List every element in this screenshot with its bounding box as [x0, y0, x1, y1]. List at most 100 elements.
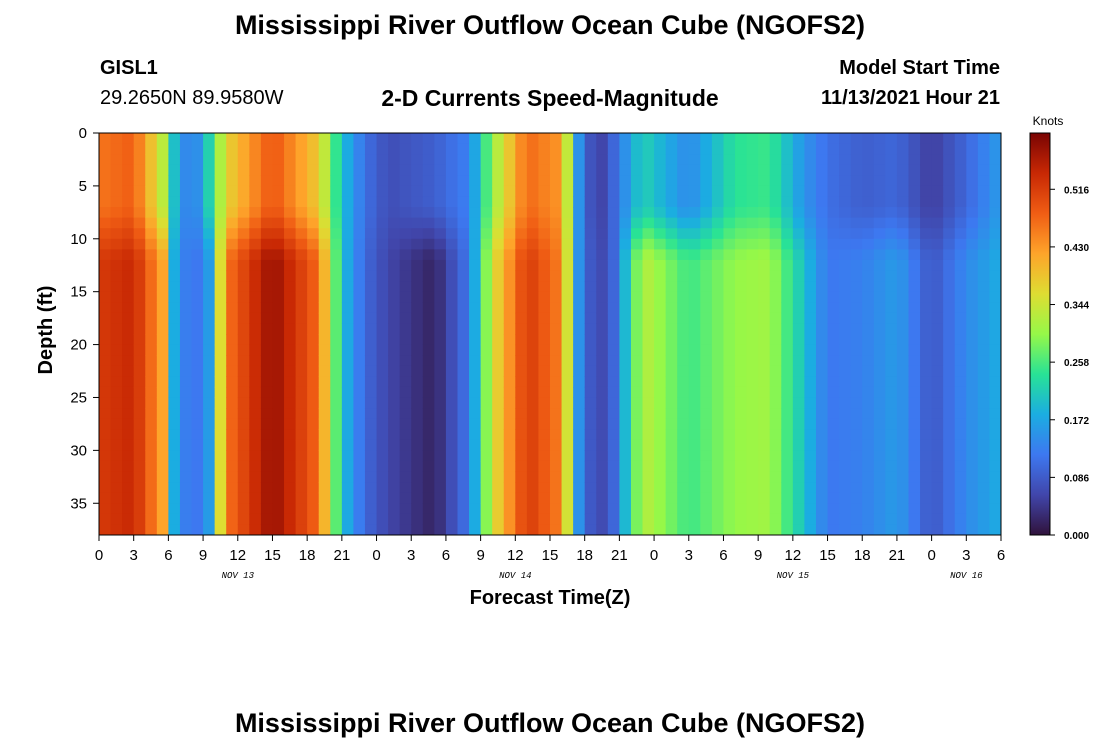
heatmap-cell	[769, 207, 782, 219]
heatmap-cell	[133, 302, 146, 314]
heatmap-cell	[133, 513, 146, 526]
heatmap-cell	[168, 513, 181, 526]
heatmap-cell	[515, 408, 528, 420]
heatmap-cell	[307, 154, 320, 166]
heatmap-cell	[677, 418, 690, 430]
heatmap-cell	[376, 418, 389, 430]
heatmap-cell	[434, 429, 447, 441]
heatmap-cell	[688, 429, 701, 441]
heatmap-cell	[746, 196, 759, 208]
heatmap-cell	[746, 450, 759, 462]
heatmap-cell	[735, 302, 748, 314]
heatmap-cell	[896, 259, 910, 272]
heatmap-cell	[364, 418, 378, 430]
heatmap-cell	[966, 228, 979, 240]
heatmap-cell	[758, 281, 771, 293]
heatmap-cell	[214, 482, 227, 494]
heatmap-cell	[804, 503, 817, 515]
heatmap-cell	[827, 344, 840, 356]
heatmap-cell	[573, 291, 586, 303]
heatmap-cell	[145, 207, 158, 219]
heatmap-cell	[168, 302, 181, 314]
heatmap-cell	[688, 281, 701, 293]
heatmap-cell	[503, 450, 516, 462]
x-tick-label: 21	[611, 547, 628, 564]
heatmap-cell	[550, 281, 563, 293]
heatmap-cell	[700, 259, 713, 272]
heatmap-cell	[862, 524, 875, 535]
heatmap-cell	[353, 386, 366, 399]
heatmap-cell	[665, 175, 678, 187]
heatmap-cell	[318, 217, 331, 229]
heatmap-cell	[492, 503, 505, 515]
heatmap-cell	[318, 386, 331, 399]
heatmap-cell	[723, 217, 736, 229]
heatmap-cell	[492, 460, 505, 473]
x-tick-label: 12	[785, 547, 802, 564]
heatmap-cell	[642, 439, 655, 451]
heatmap-cell	[249, 439, 262, 451]
heatmap-cell	[584, 397, 597, 409]
heatmap-cell	[260, 408, 274, 420]
heatmap-cell	[422, 281, 435, 293]
heatmap-cell	[422, 249, 435, 261]
heatmap-cell	[457, 344, 470, 356]
heatmap-cell	[931, 238, 944, 250]
heatmap-cell	[191, 259, 204, 272]
heatmap-cell	[353, 376, 366, 388]
heatmap-cell	[735, 344, 748, 356]
heatmap-cell	[526, 460, 540, 473]
heatmap-cell	[110, 207, 123, 219]
heatmap-cell	[388, 270, 401, 282]
heatmap-cell	[630, 302, 644, 314]
heatmap-cell	[388, 450, 401, 462]
heatmap-cell	[758, 238, 771, 250]
heatmap-cell	[769, 291, 782, 303]
heatmap-cell	[260, 228, 274, 240]
heatmap-cell	[619, 249, 632, 261]
heatmap-cell	[318, 492, 331, 504]
heatmap-cell	[943, 270, 956, 282]
heatmap-cell	[584, 302, 597, 314]
heatmap-cell	[896, 185, 910, 198]
heatmap-cell	[781, 207, 794, 219]
heatmap-cell	[977, 228, 991, 240]
heatmap-cell	[295, 439, 308, 451]
heatmap-cell	[295, 376, 308, 388]
heatmap-cell	[341, 270, 355, 282]
heatmap-cell	[503, 471, 516, 483]
heatmap-cell	[457, 259, 470, 272]
heatmap-cell	[168, 439, 181, 451]
heatmap-cell	[792, 408, 806, 420]
heatmap-cell	[376, 471, 389, 483]
heatmap-cell	[920, 291, 933, 303]
heatmap-cell	[792, 312, 806, 325]
heatmap-cell	[943, 482, 956, 494]
heatmap-cell	[168, 386, 181, 399]
heatmap-cell	[492, 408, 505, 420]
heatmap-cell	[249, 323, 262, 335]
heatmap-cell	[873, 217, 886, 229]
heatmap-cell	[411, 270, 424, 282]
heatmap-cell	[839, 302, 852, 314]
heatmap-cell	[434, 439, 447, 451]
heatmap-cell	[330, 143, 343, 155]
heatmap-cell	[873, 386, 886, 399]
heatmap-cell	[399, 238, 412, 250]
heatmap-cell	[411, 376, 424, 388]
heatmap-cell	[815, 376, 829, 388]
heatmap-cell	[619, 175, 632, 187]
heatmap-cell	[272, 376, 285, 388]
heatmap-cell	[179, 460, 193, 473]
heatmap-cell	[769, 513, 782, 526]
heatmap-cell	[735, 154, 748, 166]
heatmap-cell	[966, 238, 979, 250]
heatmap-cell	[133, 312, 146, 325]
heatmap-cell	[388, 429, 401, 441]
heatmap-cell	[422, 228, 435, 240]
heatmap-cell	[977, 185, 991, 198]
heatmap-cell	[307, 450, 320, 462]
heatmap-cell	[966, 450, 979, 462]
heatmap-cell	[677, 439, 690, 451]
heatmap-cell	[122, 460, 135, 473]
